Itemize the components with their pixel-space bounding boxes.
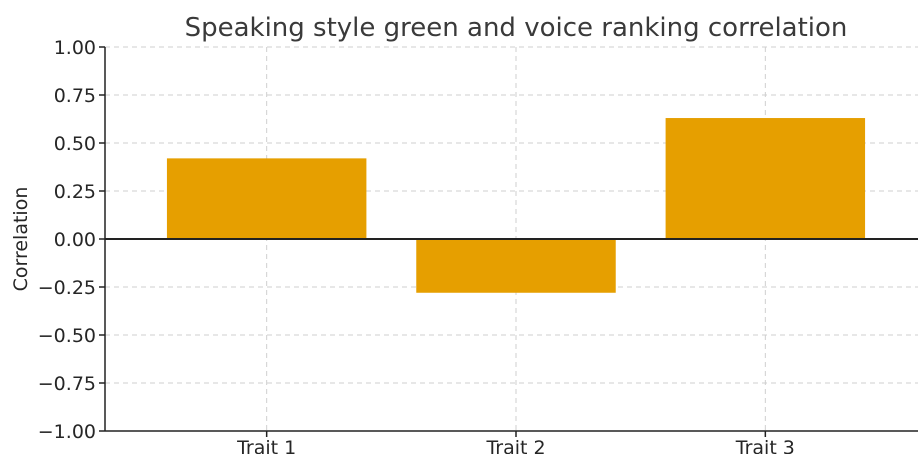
y-tick-label: 0.75 (54, 85, 96, 107)
y-tick-label: 0.00 (54, 229, 96, 251)
axis-layer: 1.00 0.75 0.50 0.25 0.00 −0.25 −0.50 −0.75 −1.00… (38, 37, 918, 454)
x-tick-label: Trait 2 (485, 437, 545, 454)
bar-2 (416, 239, 616, 293)
y-tick-label: 1.00 (54, 37, 96, 59)
y-tick-label: −0.25 (38, 277, 96, 299)
bar-1 (166, 158, 367, 239)
y-tick-label: 0.50 (54, 133, 96, 155)
y-tick-label: 0.25 (54, 181, 96, 203)
y-tick-label: −0.50 (38, 325, 96, 347)
chart-title: Speaking style green and voice ranking c… (185, 13, 848, 43)
y-axis-label: Correlation (10, 187, 32, 292)
y-tick-label: −0.75 (38, 373, 96, 395)
bar-layer (166, 118, 866, 293)
x-tick-label: Trait 3 (735, 437, 795, 454)
x-tick-label: Trait 1 (236, 437, 296, 454)
bar-3 (665, 118, 866, 239)
y-tick-label: −1.00 (38, 421, 96, 443)
